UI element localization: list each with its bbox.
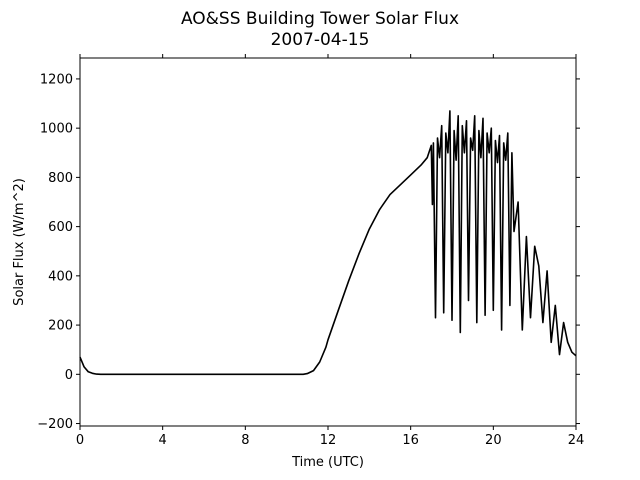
y-tick-label: 1200 xyxy=(40,72,73,87)
y-tick-label: 1000 xyxy=(40,122,73,137)
x-tick-label: 8 xyxy=(241,433,249,448)
series-line xyxy=(79,110,577,376)
y-axis: −200 0 200 400 600 800 1000 1200 xyxy=(37,72,580,432)
chart-title: AO&SS Building Tower Solar Flux xyxy=(181,9,459,29)
x-tick-label: 20 xyxy=(485,433,502,448)
chart-subtitle: 2007-04-15 xyxy=(271,30,370,50)
y-tick-label: −200 xyxy=(37,417,73,432)
y-tick-label: 200 xyxy=(48,319,73,334)
x-tick-label: 24 xyxy=(568,433,585,448)
x-tick-label: 12 xyxy=(320,433,337,448)
y-axis-label: Solar Flux (W/m^2) xyxy=(12,178,27,306)
x-tick-label: 4 xyxy=(159,433,167,448)
y-tick-label: 800 xyxy=(48,171,73,186)
x-tick-label: 0 xyxy=(76,433,84,448)
x-tick-label: 16 xyxy=(402,433,419,448)
x-axis: 0 4 8 12 16 20 24 xyxy=(76,54,584,448)
y-tick-label: 600 xyxy=(48,220,73,235)
x-axis-label: Time (UTC) xyxy=(291,455,364,470)
plot-frame xyxy=(79,57,577,427)
y-tick-label: 0 xyxy=(65,368,73,383)
y-tick-label: 400 xyxy=(48,269,73,284)
